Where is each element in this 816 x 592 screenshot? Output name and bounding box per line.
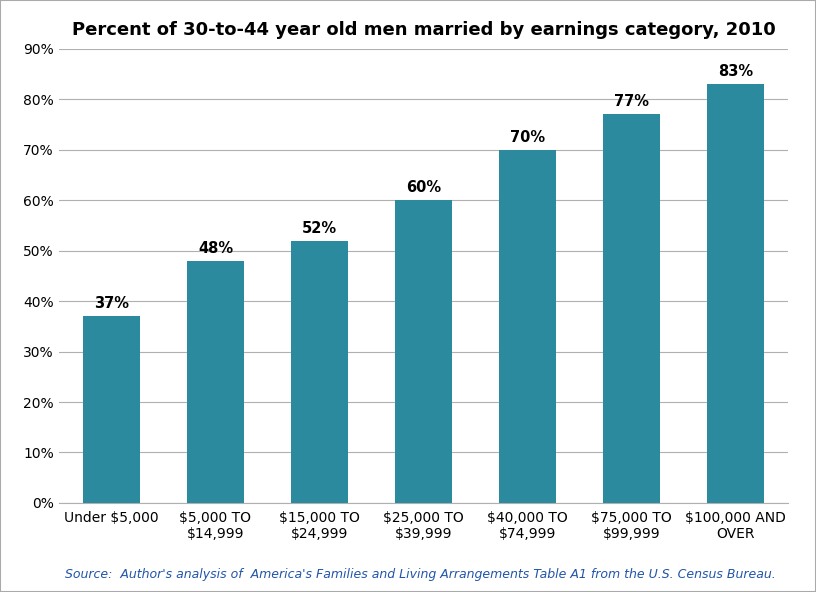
- Text: 48%: 48%: [198, 241, 233, 256]
- Text: 70%: 70%: [510, 130, 545, 144]
- Text: Source:  Author's analysis of  America's Families and Living Arrangements Table : Source: Author's analysis of America's F…: [65, 568, 776, 581]
- Text: 52%: 52%: [302, 220, 337, 236]
- Bar: [83, 316, 140, 503]
- Text: 77%: 77%: [614, 94, 649, 110]
- Bar: [395, 200, 452, 503]
- Bar: [290, 240, 348, 503]
- Bar: [603, 114, 660, 503]
- Text: 83%: 83%: [718, 64, 753, 79]
- Title: Percent of 30-to-44 year old men married by earnings category, 2010: Percent of 30-to-44 year old men married…: [72, 21, 775, 39]
- Text: 60%: 60%: [406, 180, 441, 195]
- Text: 37%: 37%: [94, 296, 129, 311]
- Bar: [187, 260, 244, 503]
- Bar: [707, 84, 764, 503]
- Bar: [499, 150, 557, 503]
